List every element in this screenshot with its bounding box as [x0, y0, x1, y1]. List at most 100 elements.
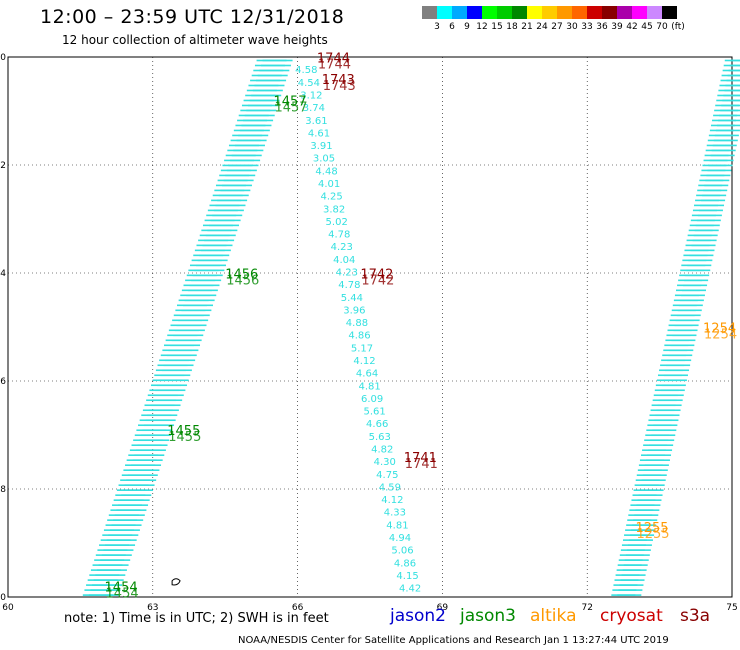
swath-mark [110, 584, 123, 586]
legend-label: 45 [641, 22, 653, 32]
swath-mark [251, 74, 264, 77]
legend-label: 21 [521, 22, 533, 32]
pass-time-label-shadow: 1742 [361, 273, 394, 288]
pass-time-label: 1456 [225, 267, 258, 282]
swath-mark [686, 324, 699, 327]
swath-mark [733, 104, 740, 107]
swath-mark [632, 579, 645, 581]
swath-mark [699, 264, 712, 267]
swath-mark [688, 314, 701, 317]
swh-value: 4.42 [399, 584, 421, 595]
swath-mark [651, 489, 664, 491]
swath-mark [702, 249, 715, 252]
swath-mark [633, 574, 646, 576]
swh-value: 5.63 [369, 432, 391, 443]
swath-mark [637, 554, 650, 556]
swath-mark [665, 424, 678, 427]
swath-mark [114, 569, 127, 571]
swath-mark [255, 99, 268, 102]
swath-mark [168, 404, 181, 407]
lon-tick-label: 75 [726, 603, 737, 613]
swath-mark [142, 484, 155, 486]
swath-mark [256, 134, 269, 137]
swath-mark [675, 374, 688, 377]
swath-mark [280, 59, 293, 62]
swath-mark [166, 409, 179, 412]
legend-swatch [602, 6, 617, 19]
swath-mark [737, 84, 740, 87]
swh-value: 4.12 [353, 356, 375, 367]
swath-mark [189, 339, 202, 342]
swath-mark [684, 334, 697, 337]
swath-mark [730, 59, 740, 62]
swath-mark [713, 199, 726, 202]
swath-mark [700, 259, 713, 262]
swh-value: 3.96 [343, 305, 365, 316]
swath-mark [661, 444, 674, 447]
swath-mark [261, 119, 274, 122]
swath-mark [113, 574, 126, 576]
legend-label: 36 [596, 22, 608, 32]
swath-mark [656, 464, 669, 466]
swath-mark [643, 529, 656, 531]
island-outline [171, 578, 181, 586]
swath-mark [265, 104, 278, 107]
swh-value: 4.88 [346, 318, 368, 329]
swath-mark [703, 244, 716, 247]
legend-swatch [512, 6, 527, 19]
legend-label: 70 [656, 22, 668, 32]
swh-value: 4.66 [366, 419, 388, 430]
swh-value: 4.78 [338, 280, 360, 291]
swath-mark [123, 524, 136, 526]
swath-mark [660, 449, 673, 452]
pass-time-label: 1454 [105, 581, 138, 596]
legend-swatch [497, 6, 512, 19]
swath-mark [204, 294, 217, 297]
swath-mark [648, 504, 661, 506]
swath-mark [126, 534, 139, 536]
swath-mark [241, 179, 254, 182]
swath-mark [184, 354, 197, 357]
swath-mark [246, 89, 259, 92]
swath-mark [230, 214, 243, 217]
swath-mark [652, 484, 665, 486]
legend-label: 30 [566, 22, 578, 32]
swath-mark [672, 389, 685, 392]
legend-swatch [632, 6, 647, 19]
swath-mark [685, 329, 698, 332]
swath-mark [178, 374, 191, 377]
swath-mark [640, 539, 653, 541]
swath-mark [199, 309, 212, 312]
swath-mark [716, 184, 729, 187]
swath-mark [670, 399, 683, 402]
swath-mark [248, 159, 261, 162]
swh-value: 5.17 [351, 343, 373, 354]
swath-mark [223, 234, 236, 237]
lon-tick-label: 60 [2, 603, 14, 613]
swath-mark [173, 389, 186, 392]
swh-value: 4.54 [298, 78, 320, 89]
swath-mark [709, 214, 722, 217]
swh-value: 4.25 [320, 192, 342, 203]
legend-swatch [617, 6, 632, 19]
swh-value: 6.09 [361, 394, 383, 405]
swath-mark [691, 299, 704, 302]
swath-mark [729, 94, 740, 97]
satellite-s3a: s3a [680, 606, 711, 626]
swath-mark [126, 479, 139, 481]
legend-label: 9 [464, 22, 470, 32]
swath-mark [732, 79, 740, 82]
legend-swatch [542, 6, 557, 19]
swath-mark [217, 254, 230, 257]
swath-mark [664, 429, 677, 432]
swath-mark [730, 89, 740, 92]
swath-mark [120, 479, 133, 481]
swath-mark [630, 589, 643, 591]
swath-mark [655, 469, 668, 471]
swath-mark [252, 144, 265, 147]
swath-mark [270, 89, 283, 92]
swath-mark [730, 119, 740, 122]
swh-value: 4.01 [318, 179, 340, 190]
color-legend [422, 6, 677, 19]
lat-tick-label: -12 [0, 161, 6, 171]
